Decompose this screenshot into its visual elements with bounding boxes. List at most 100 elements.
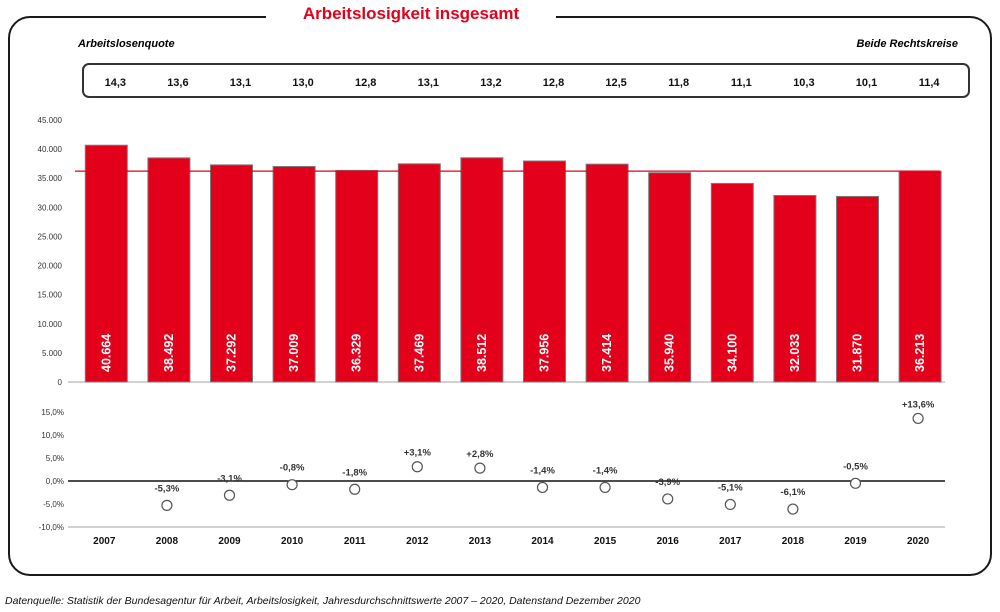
y-tick-label: 40.000 [38, 145, 63, 154]
y-tick-label: 35.000 [38, 174, 63, 183]
y-tick-label: 0 [58, 378, 63, 387]
bar [773, 194, 817, 383]
x-tick-label: 2007 [93, 536, 116, 547]
source-note: Datenquelle: Statistik der Bundesagentur… [5, 595, 641, 607]
bar [84, 144, 128, 383]
bar [397, 163, 441, 383]
change-point [849, 477, 862, 489]
change-point [286, 479, 298, 491]
chart-title: Arbeitslosigkeit insgesamt [302, 4, 520, 23]
rate-value: 14,3 [105, 77, 126, 89]
rate-value: 11,8 [668, 77, 689, 89]
y-tick-label: 15.000 [38, 291, 63, 300]
bar-value-label: 35.940 [663, 334, 677, 372]
x-tick-label: 2014 [531, 536, 554, 547]
change-label: -1,4% [530, 465, 555, 476]
change-point [912, 412, 924, 425]
x-tick-label: 2016 [657, 536, 680, 547]
change-label: -1,4% [593, 465, 618, 476]
rate-value: 13,6 [167, 77, 188, 89]
change-point [411, 461, 423, 473]
y-tick-label: 30.000 [38, 203, 63, 212]
rate-value: 12,5 [605, 77, 626, 89]
rate-value: 13,0 [292, 77, 313, 89]
bar-value-label: 40.664 [99, 334, 113, 372]
change-point [787, 503, 799, 515]
bar-value-label: 34.100 [725, 334, 739, 372]
x-tick-label: 2008 [156, 536, 179, 547]
change-label: -1,8% [342, 467, 367, 478]
change-label: +3,1% [404, 448, 432, 459]
scope-label: Beide Rechtskreise [856, 38, 959, 50]
change-point [161, 499, 173, 511]
change-point [724, 498, 736, 511]
rate-value: 12,8 [355, 77, 376, 89]
change-point [599, 481, 611, 494]
x-tick-label: 2011 [344, 536, 366, 547]
change-label: -3,9% [655, 477, 680, 488]
change-point [662, 493, 674, 505]
change-label: -6,1% [780, 487, 805, 498]
rate-value: 13,2 [480, 77, 501, 89]
bar [585, 163, 629, 383]
title-background [266, 2, 556, 30]
change-point [223, 489, 236, 501]
y-tick-label: 10.000 [38, 320, 63, 329]
x-tick-label: 2019 [844, 536, 867, 547]
change-label: -0,8% [280, 463, 305, 474]
bar-value-label: 37.414 [600, 334, 614, 372]
change-point [536, 481, 549, 494]
bar [710, 182, 754, 383]
bar-value-label: 36.329 [350, 334, 364, 372]
y-tick-label: 20.000 [38, 262, 63, 271]
change-label: -3,1% [217, 473, 242, 484]
bar-value-label: 37.009 [287, 334, 301, 372]
y-tick-label-change: -10,0% [39, 523, 64, 532]
y-tick-label-change: 15,0% [41, 408, 64, 417]
rate-label: Arbeitslosenquote [78, 38, 175, 50]
change-label: -0,5% [843, 461, 868, 472]
y-tick-label-change: -5,0% [43, 500, 64, 509]
change-label: +13,6% [902, 399, 935, 410]
bar [272, 166, 316, 383]
rate-value: 11,1 [731, 77, 752, 89]
change-point [474, 462, 486, 474]
bar [836, 195, 879, 383]
change-label: -5,1% [718, 482, 743, 493]
rate-value: 12,8 [543, 77, 564, 89]
bar [460, 157, 504, 383]
bar [898, 170, 942, 383]
x-tick-label: 2017 [719, 536, 742, 547]
rate-box [82, 63, 970, 98]
rate-value: 13,1 [418, 77, 439, 89]
y-tick-label: 45.000 [38, 116, 63, 125]
bar-value-label: 37.469 [412, 334, 426, 372]
bar-value-label: 32.033 [788, 334, 802, 372]
x-tick-label: 2015 [594, 536, 617, 547]
bar-value-label: 37.956 [538, 334, 552, 372]
x-tick-label: 2013 [469, 536, 492, 547]
x-tick-label: 2009 [218, 536, 241, 547]
bar-value-label: 38.492 [162, 334, 176, 372]
bar [335, 169, 379, 383]
rate-value: 13,1 [230, 77, 251, 89]
y-tick-label-change: 5,0% [46, 454, 64, 463]
x-tick-label: 2010 [281, 536, 304, 547]
bar-value-label: 38.512 [475, 334, 489, 372]
rate-value: 10,1 [856, 77, 877, 89]
bar [523, 160, 566, 383]
change-point [349, 483, 361, 495]
rate-value: 10,3 [793, 77, 814, 89]
bar-value-label: 31.870 [851, 334, 865, 372]
change-label: -5,3% [154, 483, 179, 494]
bar [210, 164, 253, 383]
y-tick-label-change: 0,0% [46, 477, 64, 486]
x-tick-label: 2020 [907, 536, 930, 547]
change-label: +2,8% [466, 449, 494, 460]
bar [648, 172, 692, 383]
bar-value-label: 37.292 [225, 334, 239, 372]
y-tick-label: 25.000 [38, 232, 63, 241]
bar [147, 157, 191, 383]
bar-value-label: 36.213 [913, 334, 927, 372]
